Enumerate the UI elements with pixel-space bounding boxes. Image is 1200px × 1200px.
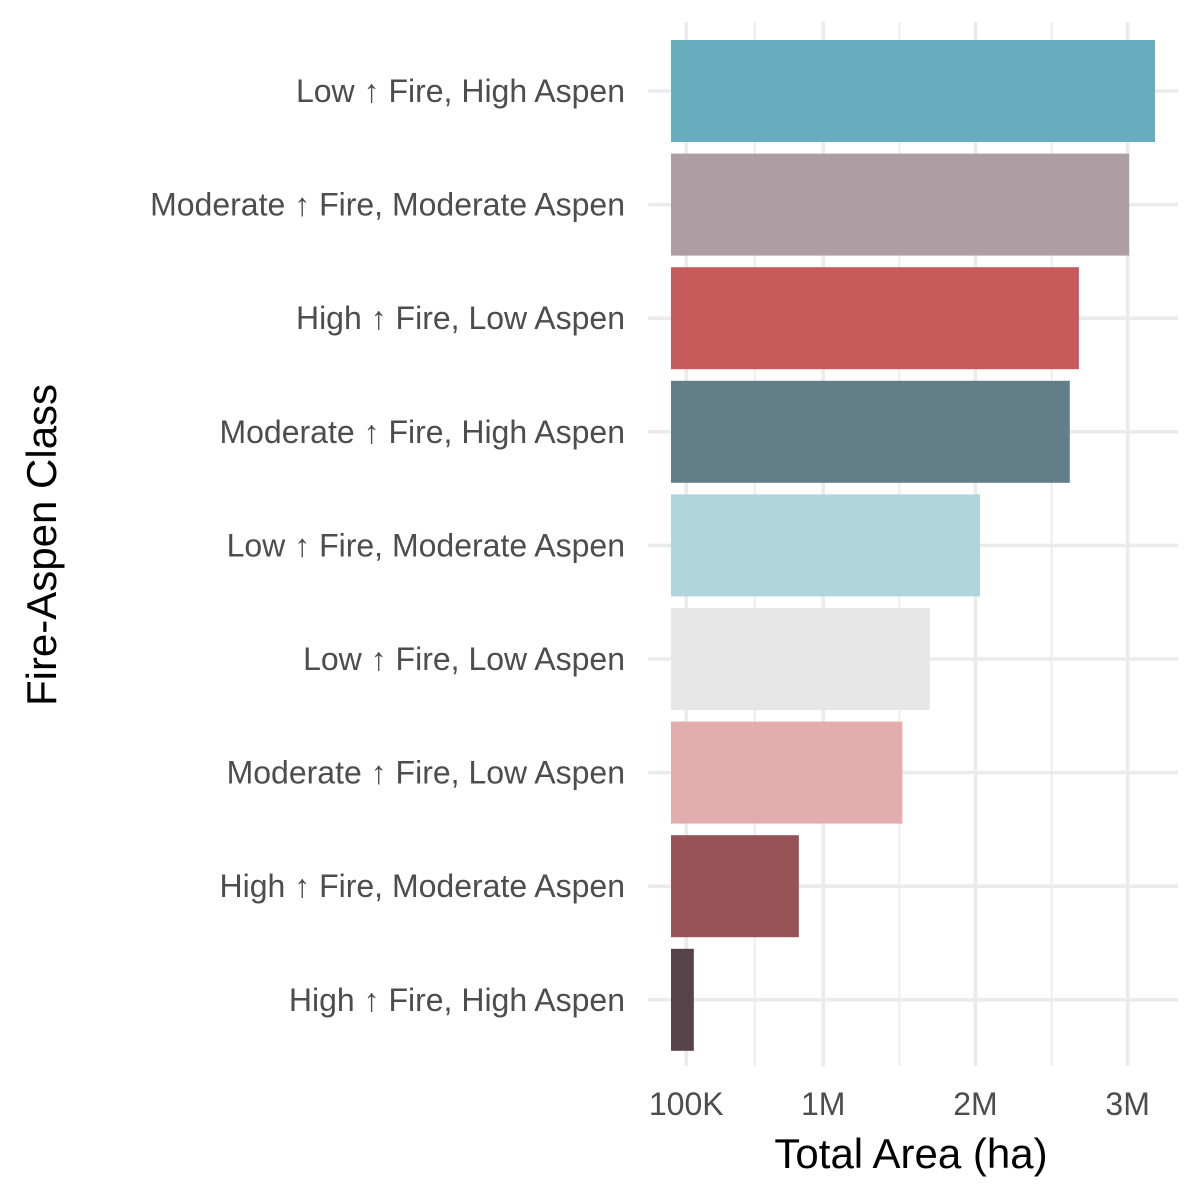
y-tick-label: High ↑ Fire, High Aspen bbox=[289, 982, 625, 1018]
bar bbox=[671, 835, 799, 938]
y-tick-label: Moderate ↑ Fire, Low Aspen bbox=[227, 755, 625, 791]
bar bbox=[671, 40, 1156, 142]
bar bbox=[671, 948, 694, 1051]
x-tick-labels: 100K 1M 2M 3M bbox=[649, 1086, 1150, 1122]
y-axis-title: Fire-Aspen Class bbox=[18, 384, 65, 706]
x-tick-label: 100K bbox=[649, 1086, 724, 1122]
bar bbox=[671, 380, 1070, 483]
y-tick-label: Moderate ↑ Fire, Moderate Aspen bbox=[150, 187, 625, 223]
x-tick-label: 3M bbox=[1105, 1086, 1149, 1122]
y-tick-label: Low ↑ Fire, Moderate Aspen bbox=[227, 527, 625, 563]
bar bbox=[671, 608, 930, 710]
y-tick-label: Low ↑ Fire, High Aspen bbox=[296, 73, 625, 109]
bar bbox=[671, 153, 1130, 256]
bar bbox=[671, 494, 980, 597]
bar bbox=[671, 721, 903, 824]
y-tick-labels: Low ↑ Fire, High Aspen Moderate ↑ Fire, M… bbox=[150, 73, 625, 1018]
y-tick-label: High ↑ Fire, Moderate Aspen bbox=[219, 868, 625, 904]
bar-layer bbox=[671, 40, 1156, 1051]
y-tick-label: Low ↑ Fire, Low Aspen bbox=[303, 641, 625, 677]
bar bbox=[671, 267, 1079, 370]
y-tick-label: Moderate ↑ Fire, High Aspen bbox=[219, 414, 625, 450]
x-tick-label: 1M bbox=[801, 1086, 845, 1122]
x-axis-title: Total Area (ha) bbox=[774, 1130, 1047, 1177]
x-tick-label: 2M bbox=[953, 1086, 997, 1122]
y-tick-label: High ↑ Fire, Low Aspen bbox=[296, 300, 625, 336]
